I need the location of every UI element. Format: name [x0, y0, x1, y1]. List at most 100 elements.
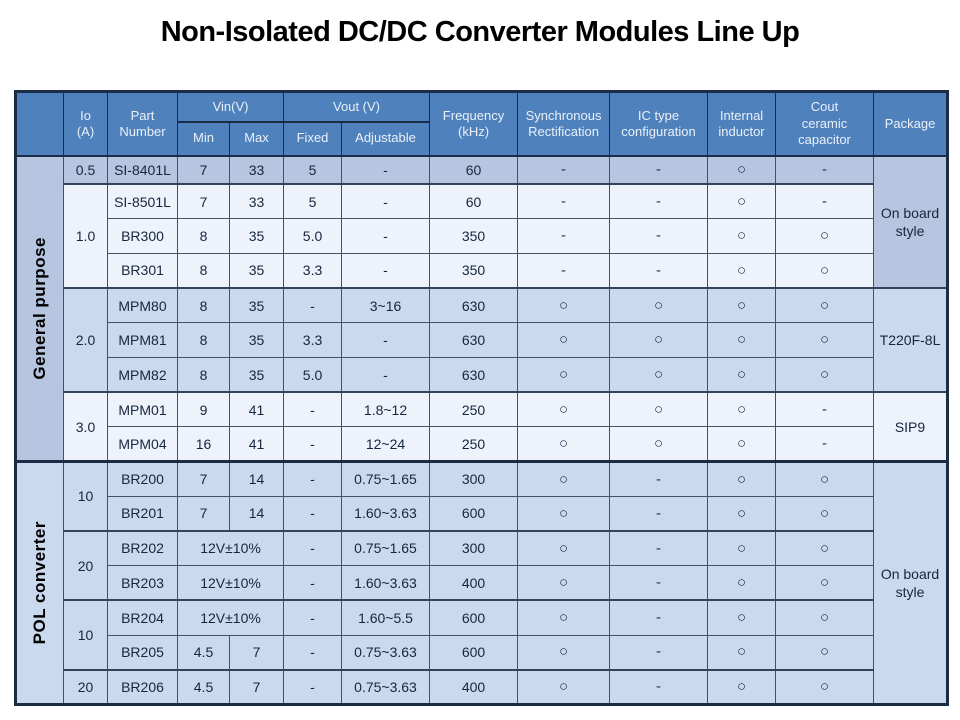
cout-cell: ○ — [775, 634, 875, 671]
sync-cell: ○ — [517, 668, 611, 705]
vout-fixed-cell: 5 — [283, 183, 343, 220]
vin-min-cell: 8 — [177, 322, 230, 358]
vout-fixed-cell: - — [283, 460, 343, 497]
vin-max-cell: 7 — [228, 634, 285, 671]
sync-cell: ○ — [517, 391, 611, 428]
vin-min-cell: 9 — [177, 391, 230, 428]
cout-cell: ○ — [775, 218, 875, 254]
page-title: Non-Isolated DC/DC Converter Modules Lin… — [160, 16, 800, 48]
vout-fixed-cell: - — [283, 565, 343, 601]
converter-lineup-table: Io (A) Part Number Vin(V) Vout (V) Frequ… — [14, 90, 950, 706]
header-cout-capacitor: Cout ceramic capacitor — [775, 91, 875, 157]
vin-max-cell: 41 — [228, 391, 285, 428]
frequency-cell: 350 — [429, 218, 519, 254]
ic-cell: - — [609, 218, 709, 254]
package-cell: On board style — [873, 155, 949, 289]
header-vout-fixed: Fixed — [283, 121, 343, 157]
part-number-cell: BR205 — [107, 634, 178, 671]
io-cell: 2.0 — [63, 287, 108, 393]
inductor-cell: ○ — [707, 155, 777, 185]
vout-adjustable-cell: 3~16 — [341, 287, 431, 324]
inductor-cell: ○ — [707, 565, 777, 601]
header-internal-inductor: Internal inductor — [707, 91, 777, 157]
cout-cell: ○ — [775, 322, 875, 358]
sync-cell: - — [517, 155, 611, 185]
part-number-cell: BR301 — [107, 252, 178, 289]
sync-cell: ○ — [517, 599, 611, 636]
vin-min-cell: 7 — [177, 460, 230, 497]
part-number-cell: BR300 — [107, 218, 178, 254]
inductor-cell: ○ — [707, 634, 777, 671]
vout-adjustable-cell: - — [341, 322, 431, 358]
vout-adjustable-cell: 1.60~5.5 — [341, 599, 431, 636]
vin-min-cell: 4.5 — [177, 634, 230, 671]
inductor-cell: ○ — [707, 322, 777, 358]
cout-cell: ○ — [775, 565, 875, 601]
sync-cell: - — [517, 252, 611, 289]
package-cell: T220F-8L — [873, 287, 949, 393]
vin-merged-cell: 12V±10% — [176, 529, 285, 567]
frequency-cell: 600 — [429, 634, 519, 671]
header-part-number: Part Number — [107, 91, 178, 157]
ic-cell: - — [609, 668, 709, 705]
vout-fixed-cell: - — [283, 391, 343, 428]
frequency-cell: 300 — [429, 460, 519, 497]
part-number-cell: BR201 — [107, 495, 178, 532]
sync-cell: ○ — [517, 634, 611, 671]
ic-cell: - — [609, 599, 709, 636]
package-cell: On board style — [873, 460, 949, 705]
sync-cell: ○ — [517, 287, 611, 324]
inductor-cell: ○ — [707, 391, 777, 428]
frequency-cell: 400 — [429, 565, 519, 601]
section-label-text: General purpose — [29, 236, 49, 380]
vin-min-cell: 8 — [177, 218, 230, 254]
part-number-cell: MPM01 — [107, 391, 178, 428]
vin-max-cell: 33 — [228, 155, 285, 185]
part-number-cell: MPM81 — [107, 322, 178, 358]
frequency-cell: 600 — [429, 599, 519, 636]
cout-cell: ○ — [775, 252, 875, 289]
part-number-cell: BR206 — [107, 668, 178, 705]
cout-cell: ○ — [775, 495, 875, 532]
io-cell: 20 — [63, 668, 108, 705]
cout-cell: - — [775, 155, 875, 185]
sync-cell: - — [517, 218, 611, 254]
io-cell: 10 — [63, 460, 108, 532]
header-vout: Vout (V) — [283, 91, 431, 123]
vout-adjustable-cell: 1.8~12 — [341, 391, 431, 428]
vout-adjustable-cell: 0.75~3.63 — [341, 668, 431, 705]
io-cell: 0.5 — [63, 155, 108, 185]
inductor-cell: ○ — [707, 460, 777, 497]
cout-cell: ○ — [775, 460, 875, 497]
ic-cell: - — [609, 565, 709, 601]
vout-fixed-cell: - — [283, 668, 343, 705]
vout-fixed-cell: - — [283, 426, 343, 463]
header-vin-max: Max — [228, 121, 285, 157]
vout-fixed-cell: 3.3 — [283, 322, 343, 358]
vout-fixed-cell: 3.3 — [283, 252, 343, 289]
section-label-general-purpose: General purpose — [15, 154, 64, 463]
inductor-cell: ○ — [707, 495, 777, 532]
vin-max-cell: 33 — [228, 183, 285, 220]
vin-merged-cell: 12V±10% — [176, 599, 285, 636]
ic-cell: ○ — [609, 391, 709, 428]
sync-cell: ○ — [517, 529, 611, 567]
frequency-cell: 60 — [429, 155, 519, 185]
vout-fixed-cell: - — [283, 529, 343, 567]
header-vin: Vin(V) — [176, 91, 285, 123]
frequency-cell: 600 — [429, 495, 519, 532]
vout-fixed-cell: - — [283, 495, 343, 532]
package-cell: SIP9 — [873, 391, 949, 463]
part-number-cell: SI-8501L — [107, 183, 178, 220]
corner-cell — [15, 91, 64, 157]
part-number-cell: MPM04 — [107, 426, 178, 463]
header-package: Package — [873, 91, 949, 157]
section-label-text: POL converter — [29, 521, 49, 645]
vout-adjustable-cell: 0.75~1.65 — [341, 460, 431, 497]
section-label-pol-converter: POL converter — [15, 460, 64, 705]
vin-max-cell: 35 — [228, 322, 285, 358]
part-number-cell: BR200 — [107, 460, 178, 497]
frequency-cell: 250 — [429, 426, 519, 463]
cout-cell: ○ — [775, 668, 875, 705]
ic-cell: - — [609, 460, 709, 497]
